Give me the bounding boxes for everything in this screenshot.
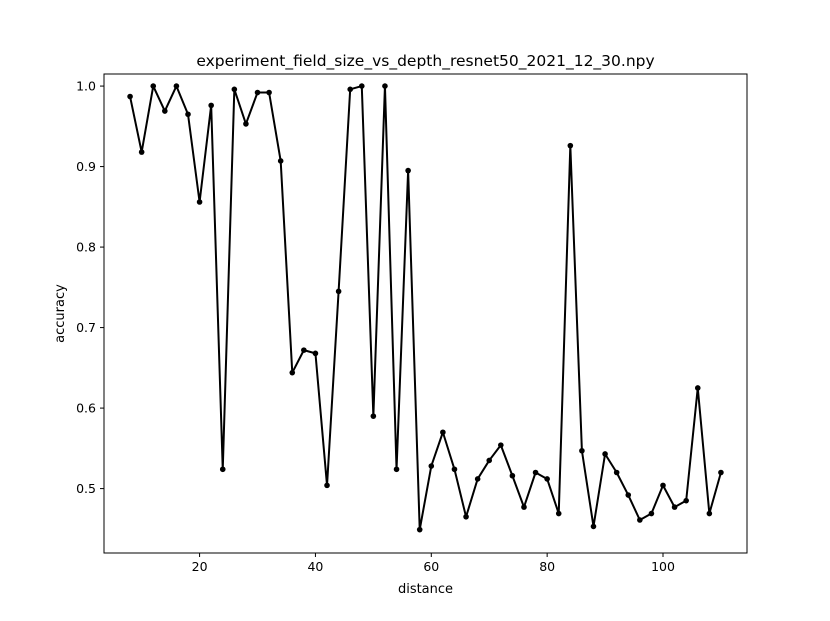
data-point [347, 86, 353, 93]
axes-background [104, 74, 747, 553]
data-point [613, 469, 620, 476]
data-point [486, 457, 493, 464]
x-tick-label: 40 [307, 559, 323, 574]
data-point [590, 523, 597, 530]
data-point [637, 517, 643, 523]
data-point [463, 513, 469, 520]
data-point [718, 469, 724, 476]
data-point [579, 447, 585, 454]
data-point [219, 466, 226, 473]
y-tick-label: 0.9 [76, 159, 96, 174]
data-point [289, 369, 296, 376]
series-layer [127, 83, 724, 533]
data-point [185, 111, 191, 118]
data-point [706, 510, 713, 517]
data-point [208, 102, 214, 109]
y-axis-label: accuracy [53, 284, 68, 343]
data-point [521, 504, 527, 510]
data-point [474, 476, 481, 482]
data-point [358, 83, 365, 89]
x-tick-label: 20 [192, 559, 208, 574]
data-point [301, 347, 307, 353]
data-point [532, 469, 539, 476]
data-point [660, 482, 666, 489]
chart-title: experiment_field_size_vs_depth_resnet50_… [196, 52, 654, 71]
data-point [416, 526, 423, 533]
data-point [648, 510, 655, 517]
data-point [231, 86, 238, 93]
x-axis-label: distance [398, 582, 453, 597]
data-point [440, 429, 446, 436]
data-point [555, 510, 562, 517]
data-point [150, 83, 157, 89]
x-tick-label: 100 [651, 559, 675, 574]
data-point [671, 504, 678, 510]
data-point [509, 472, 516, 479]
data-point [683, 497, 689, 504]
data-point [451, 466, 458, 473]
y-tick-label: 0.6 [76, 401, 96, 416]
data-point [625, 492, 632, 498]
data-point [428, 463, 435, 469]
plot-area [103, 73, 748, 554]
data-point [312, 350, 319, 357]
data-point [196, 199, 203, 205]
data-point [138, 149, 145, 155]
data-point [405, 167, 411, 174]
data-point [173, 83, 180, 89]
y-tick-label: 0.8 [76, 240, 96, 255]
data-point [335, 288, 342, 295]
series-line [129, 85, 722, 531]
x-tick-label: 80 [539, 559, 555, 574]
y-tick-label: 1.0 [76, 79, 96, 94]
data-point [544, 476, 550, 482]
data-point [127, 93, 133, 100]
data-point [393, 466, 400, 473]
data-point [254, 89, 261, 96]
y-axis-ticks: 0.5 0.6 0.7 0.8 0.9 1.0 [76, 79, 104, 496]
x-axis-ticks: 20 40 60 80 100 [192, 553, 675, 574]
x-tick-label: 60 [423, 559, 439, 574]
axes-frame [103, 73, 748, 554]
data-point [694, 385, 701, 391]
data-point [382, 83, 388, 89]
data-point [243, 121, 249, 127]
data-point [162, 108, 168, 114]
data-point [324, 482, 330, 489]
data-point [567, 142, 574, 149]
data-point [370, 413, 377, 419]
data-point [498, 442, 504, 448]
y-tick-label: 0.7 [76, 320, 96, 335]
data-point [266, 89, 272, 96]
y-tick-label: 0.5 [76, 481, 96, 496]
data-point [602, 451, 608, 457]
data-point [277, 158, 284, 164]
